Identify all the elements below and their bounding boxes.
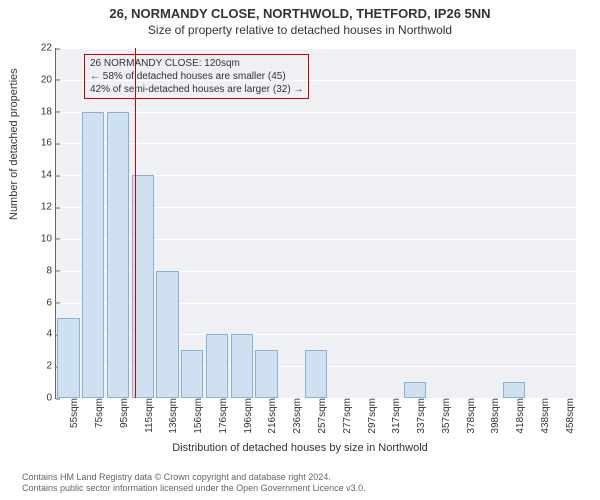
annotation-line2: ← 58% of detached houses are smaller (45… bbox=[90, 70, 303, 83]
histogram-bar bbox=[181, 350, 203, 398]
x-tick: 136sqm bbox=[166, 398, 179, 434]
x-tick: 418sqm bbox=[513, 398, 526, 434]
x-tick: 337sqm bbox=[414, 398, 427, 434]
chart-container: 26, NORMANDY CLOSE, NORTHWOLD, THETFORD,… bbox=[0, 0, 600, 500]
x-tick: 156sqm bbox=[191, 398, 204, 434]
histogram-bar bbox=[404, 382, 426, 398]
x-tick: 317sqm bbox=[389, 398, 402, 434]
y-tick: 8 bbox=[46, 265, 56, 276]
histogram-bar bbox=[305, 350, 327, 398]
histogram-bar bbox=[156, 271, 178, 398]
y-tick: 0 bbox=[46, 393, 56, 404]
y-axis-label: Number of detached properties bbox=[8, 68, 20, 220]
x-tick: 55sqm bbox=[67, 398, 80, 428]
reference-line bbox=[135, 48, 136, 398]
histogram-bar bbox=[231, 334, 253, 398]
y-tick: 4 bbox=[46, 329, 56, 340]
footer-line1: Contains HM Land Registry data © Crown c… bbox=[22, 472, 366, 483]
x-tick: 398sqm bbox=[488, 398, 501, 434]
y-tick: 12 bbox=[41, 202, 56, 213]
y-tick: 22 bbox=[41, 43, 56, 54]
titles: 26, NORMANDY CLOSE, NORTHWOLD, THETFORD,… bbox=[0, 0, 600, 37]
gridline bbox=[56, 143, 576, 144]
histogram-bar bbox=[82, 112, 104, 398]
footer-line2: Contains public sector information licen… bbox=[22, 483, 366, 494]
title-sub: Size of property relative to detached ho… bbox=[0, 23, 600, 37]
x-tick: 357sqm bbox=[439, 398, 452, 434]
histogram-bar bbox=[503, 382, 525, 398]
histogram-bar bbox=[57, 318, 79, 398]
x-tick: 236sqm bbox=[290, 398, 303, 434]
y-tick: 14 bbox=[41, 170, 56, 181]
y-tick: 2 bbox=[46, 361, 56, 372]
annotation-box: 26 NORMANDY CLOSE: 120sqm ← 58% of detac… bbox=[84, 54, 309, 99]
y-tick: 18 bbox=[41, 106, 56, 117]
plot-area: 024681012141618202255sqm75sqm95sqm115sqm… bbox=[55, 48, 576, 399]
x-tick: 176sqm bbox=[216, 398, 229, 434]
x-tick: 115sqm bbox=[142, 398, 155, 433]
histogram-bar bbox=[206, 334, 228, 398]
x-tick: 378sqm bbox=[464, 398, 477, 434]
x-tick: 75sqm bbox=[92, 398, 105, 428]
x-tick: 438sqm bbox=[538, 398, 551, 434]
x-tick: 297sqm bbox=[365, 398, 378, 434]
y-tick: 6 bbox=[46, 297, 56, 308]
annotation-line1: 26 NORMANDY CLOSE: 120sqm bbox=[90, 57, 303, 70]
title-main: 26, NORMANDY CLOSE, NORTHWOLD, THETFORD,… bbox=[0, 6, 600, 21]
x-tick: 196sqm bbox=[241, 398, 254, 434]
histogram-bar bbox=[255, 350, 277, 398]
histogram-bar bbox=[107, 112, 129, 398]
y-tick: 10 bbox=[41, 233, 56, 244]
x-tick: 216sqm bbox=[265, 398, 278, 434]
y-tick: 20 bbox=[41, 74, 56, 85]
x-tick: 95sqm bbox=[117, 398, 130, 428]
gridline bbox=[56, 48, 576, 49]
x-axis-label: Distribution of detached houses by size … bbox=[0, 442, 600, 454]
x-tick: 277sqm bbox=[340, 398, 353, 434]
annotation-line3: 42% of semi-detached houses are larger (… bbox=[90, 83, 303, 96]
y-tick: 16 bbox=[41, 138, 56, 149]
x-tick: 458sqm bbox=[563, 398, 576, 434]
x-tick: 257sqm bbox=[315, 398, 328, 434]
gridline bbox=[56, 112, 576, 113]
footer: Contains HM Land Registry data © Crown c… bbox=[22, 472, 366, 495]
